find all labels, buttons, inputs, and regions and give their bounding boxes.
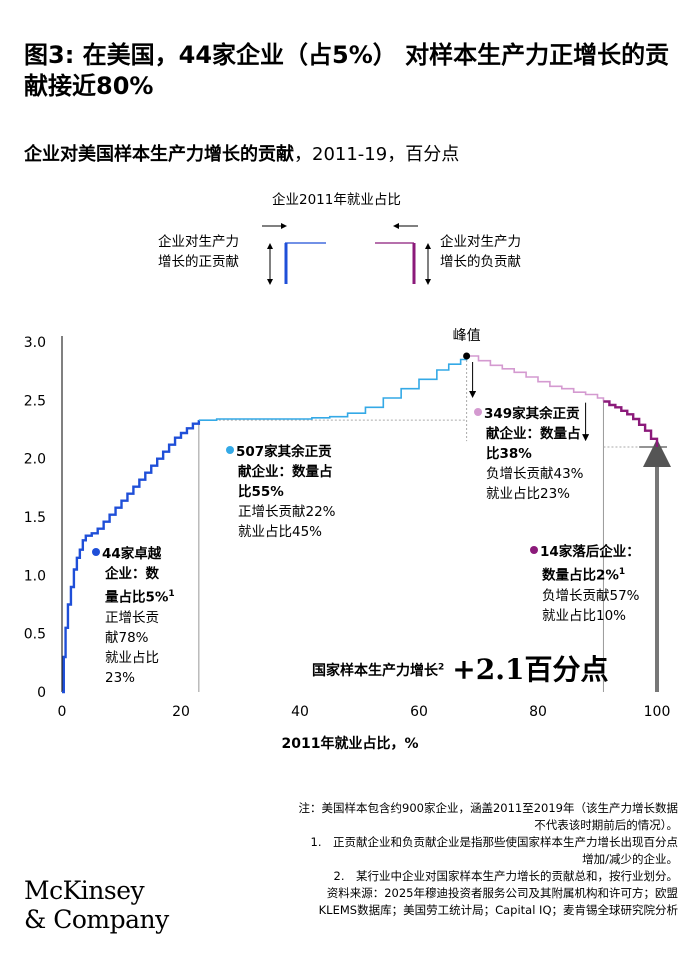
chart-subtitle: 企业对美国样本生产力增长的贡献，2011-19，百分点 [24,140,459,166]
bottom14-line2: 数量占比2% [542,567,619,584]
pos507-line5: 就业占比45% [238,524,323,540]
neg349-line1: 349家其余正贡 [484,406,580,422]
logo-line1: McKinsey [24,876,145,905]
x-tick-label: 80 [529,704,547,720]
top44-line4: 正增长贡 [105,609,159,626]
national-growth-unit: 百分点 [524,653,609,686]
pos507-line2: 献企业：数量占 [238,464,333,480]
mckinsey-logo: McKinsey & Company [24,876,169,934]
top44-line7: 23% [105,669,136,686]
y-tick-label: 3.0 [24,335,46,351]
legend-positive-label: 企业对生产力 增长的正贡献 [158,232,239,272]
subtitle-bold: 企业对美国样本生产力增长的贡献 [24,144,294,165]
legend-share-label: 企业2011年就业占比 [272,192,401,208]
national-growth-label: 国家样本生产力增长 [312,663,438,679]
y-tick-label: 0 [37,685,46,701]
annotation-top44: 44家卓越 企业：数 量占比5%1 正增长贡 献78% 就业占比 23% [92,544,175,688]
bottom14-line4: 就业占比10% [542,607,627,624]
subtitle-rest: ，2011-19，百分点 [294,144,460,165]
chart-svg: 0 0.5 1.0 1.5 2.0 2.5 3.0 0 20 40 60 80 100 2011年就业占… [24,328,671,752]
series-line-3 [466,355,605,402]
y-tick-label: 1.0 [24,568,46,584]
pos507-line4: 正增长贡献22% [238,504,336,520]
top44-line6: 就业占比 [105,649,159,666]
note-2: 2. 某行业中企业对国家样本生产力增长的贡献总和，按行业划分。 [333,869,678,883]
legend-negative-label: 企业对生产力 增长的负贡献 [440,232,521,272]
legend-graphic [262,223,431,285]
annotation-neg349: 349家其余正贡 献企业：数量占 比38% 负增长贡献43% 就业占比23% [474,404,584,504]
top44-dot [92,548,100,556]
legend-positive-line1: 企业对生产力 [158,234,239,250]
x-axis-label: 2011年就业占比，% [282,735,419,752]
top44-line5: 献78% [105,629,149,646]
national-growth-value: +2.1 [452,653,525,686]
chart-series [62,352,659,694]
annotation-bottom14: 14家落后企业： 数量占比2%1 负增长贡献57% 就业占比10% [530,542,640,626]
source-line-1: 资料来源：2025年穆迪投资者服务公司及其附属机构和许可方；欧盟 [326,886,678,900]
legend-negative-line1: 企业对生产力 [440,234,521,250]
note-0: 注：美国样本包含约900家企业，涵盖2011至2019年（该生产力增长数据 [298,801,678,815]
peak-label: 峰值 [453,328,481,344]
source-line-2: KLEMS数据库；美国劳工统计局；Capital IQ；麦肯锡全球研究院分析 [318,903,678,917]
x-tick-label: 100 [644,704,671,720]
bottom14-line1: 14家落后企业： [540,544,640,560]
top44-line3: 量占比5% [105,589,169,606]
annotation-pos507: 507家其余正贡 献企业：数量占 比55% 正增长贡献22% 就业占比45% [226,442,336,542]
national-growth: 国家样本生产力增长2 +2.1百分点 [312,648,608,688]
y-tick-label: 1.5 [24,510,46,526]
y-tick-label: 2.0 [24,452,46,468]
note-0b: 不代表该时期前后的情况）。 [534,818,678,832]
page-title: 图3: 在美国，44家企业（占5%） 对样本生产力正增长的贡献接近80% [24,41,670,100]
bottom14-dot [530,546,538,554]
pos507-line3: 比55% [238,484,284,500]
top44-line2: 企业：数 [105,566,159,582]
note-1: 1. 正贡献企业和负贡献企业是指那些使国家样本生产力增长出现百分点 [310,835,678,849]
legend-negative-line2: 增长的负贡献 [440,254,521,270]
peak-dot [463,352,471,360]
y-tick-label: 2.5 [24,393,46,409]
neg349-line4: 负增长贡献43% [486,466,584,482]
x-tick-label: 60 [410,704,428,720]
series-line-2 [198,356,468,421]
series-line-1 [62,420,201,694]
chart-ticks: 0 0.5 1.0 1.5 2.0 2.5 3.0 0 20 40 60 80 100 [24,335,671,720]
logo-line2: & Company [24,905,169,934]
top44-sup: 1 [168,589,175,599]
x-tick-label: 40 [291,704,309,720]
footnotes: 注：美国样本包含约900家企业，涵盖2011至2019年（该生产力增长数据 不代… [178,800,678,919]
neg349-line2: 献企业：数量占 [486,426,581,442]
pos507-line1: 507家其余正贡 [236,444,332,460]
pos507-dot [226,446,234,454]
y-tick-label: 0.5 [24,627,46,643]
top44-line1: 44家卓越 [102,546,162,562]
national-growth-sup: 2 [438,662,445,673]
bottom14-line3: 负增长贡献57% [542,587,640,604]
chart-guides [198,356,671,692]
neg349-dot [474,408,482,416]
note-1b: 增加/减少的企业。 [582,852,678,866]
neg349-line5: 就业占比23% [486,486,571,502]
x-tick-label: 20 [172,704,190,720]
neg349-line3: 比38% [486,446,532,462]
x-tick-label: 0 [58,704,67,720]
series-line-4 [603,400,659,447]
legend-positive-line2: 增长的正贡献 [158,254,239,270]
bottom14-sup: 1 [618,567,626,577]
